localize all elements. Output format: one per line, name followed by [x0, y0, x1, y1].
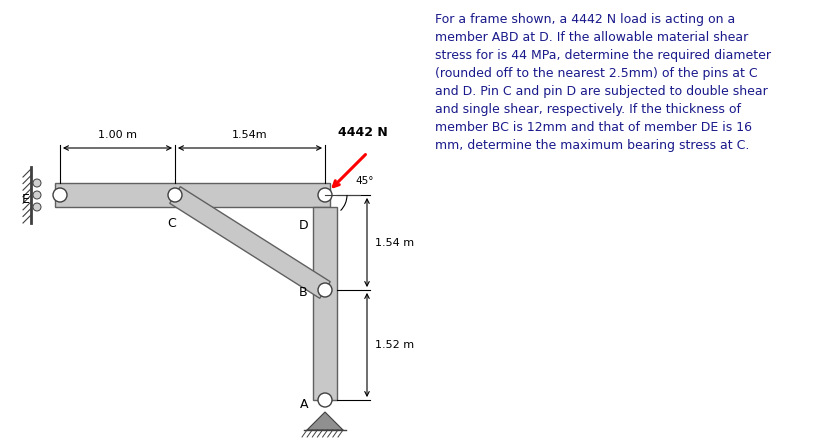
- Circle shape: [33, 191, 41, 199]
- Text: 45°: 45°: [355, 176, 374, 186]
- Circle shape: [53, 188, 67, 202]
- Polygon shape: [307, 412, 343, 430]
- Text: B: B: [298, 287, 307, 299]
- Text: For a frame shown, a 4442 N load is acting on a
member ABD at D. If the allowabl: For a frame shown, a 4442 N load is acti…: [435, 13, 771, 152]
- Text: 1.52 m: 1.52 m: [375, 340, 414, 350]
- Text: E: E: [22, 193, 30, 206]
- Text: D: D: [298, 219, 308, 232]
- Circle shape: [318, 188, 332, 202]
- Text: 1.54 m: 1.54 m: [375, 237, 414, 248]
- Circle shape: [33, 203, 41, 211]
- Text: 4442 N: 4442 N: [338, 125, 387, 139]
- Circle shape: [33, 179, 41, 187]
- Circle shape: [318, 283, 332, 297]
- Text: A: A: [299, 397, 308, 411]
- Circle shape: [168, 188, 182, 202]
- Bar: [313, 207, 337, 400]
- Bar: [55, 183, 330, 207]
- Circle shape: [318, 393, 332, 407]
- Text: 1.00 m: 1.00 m: [98, 130, 137, 140]
- Text: 1.54m: 1.54m: [232, 130, 268, 140]
- Text: C: C: [168, 217, 176, 230]
- Polygon shape: [170, 187, 330, 298]
